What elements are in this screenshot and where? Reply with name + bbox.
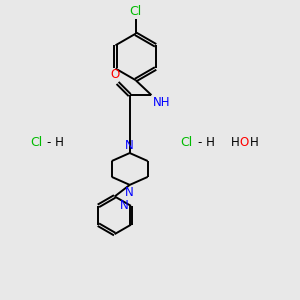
Text: O: O	[240, 136, 249, 149]
Text: N: N	[120, 200, 129, 212]
Text: NH: NH	[153, 96, 170, 109]
Text: H: H	[231, 136, 240, 149]
Text: H: H	[250, 136, 259, 149]
Text: N: N	[125, 186, 134, 199]
Text: Cl: Cl	[30, 136, 42, 149]
Text: - H: - H	[198, 136, 214, 149]
Text: O: O	[111, 68, 120, 81]
Text: Cl: Cl	[180, 136, 193, 149]
Text: - H: - H	[47, 136, 64, 149]
Text: Cl: Cl	[129, 5, 142, 18]
Text: N: N	[125, 139, 134, 152]
